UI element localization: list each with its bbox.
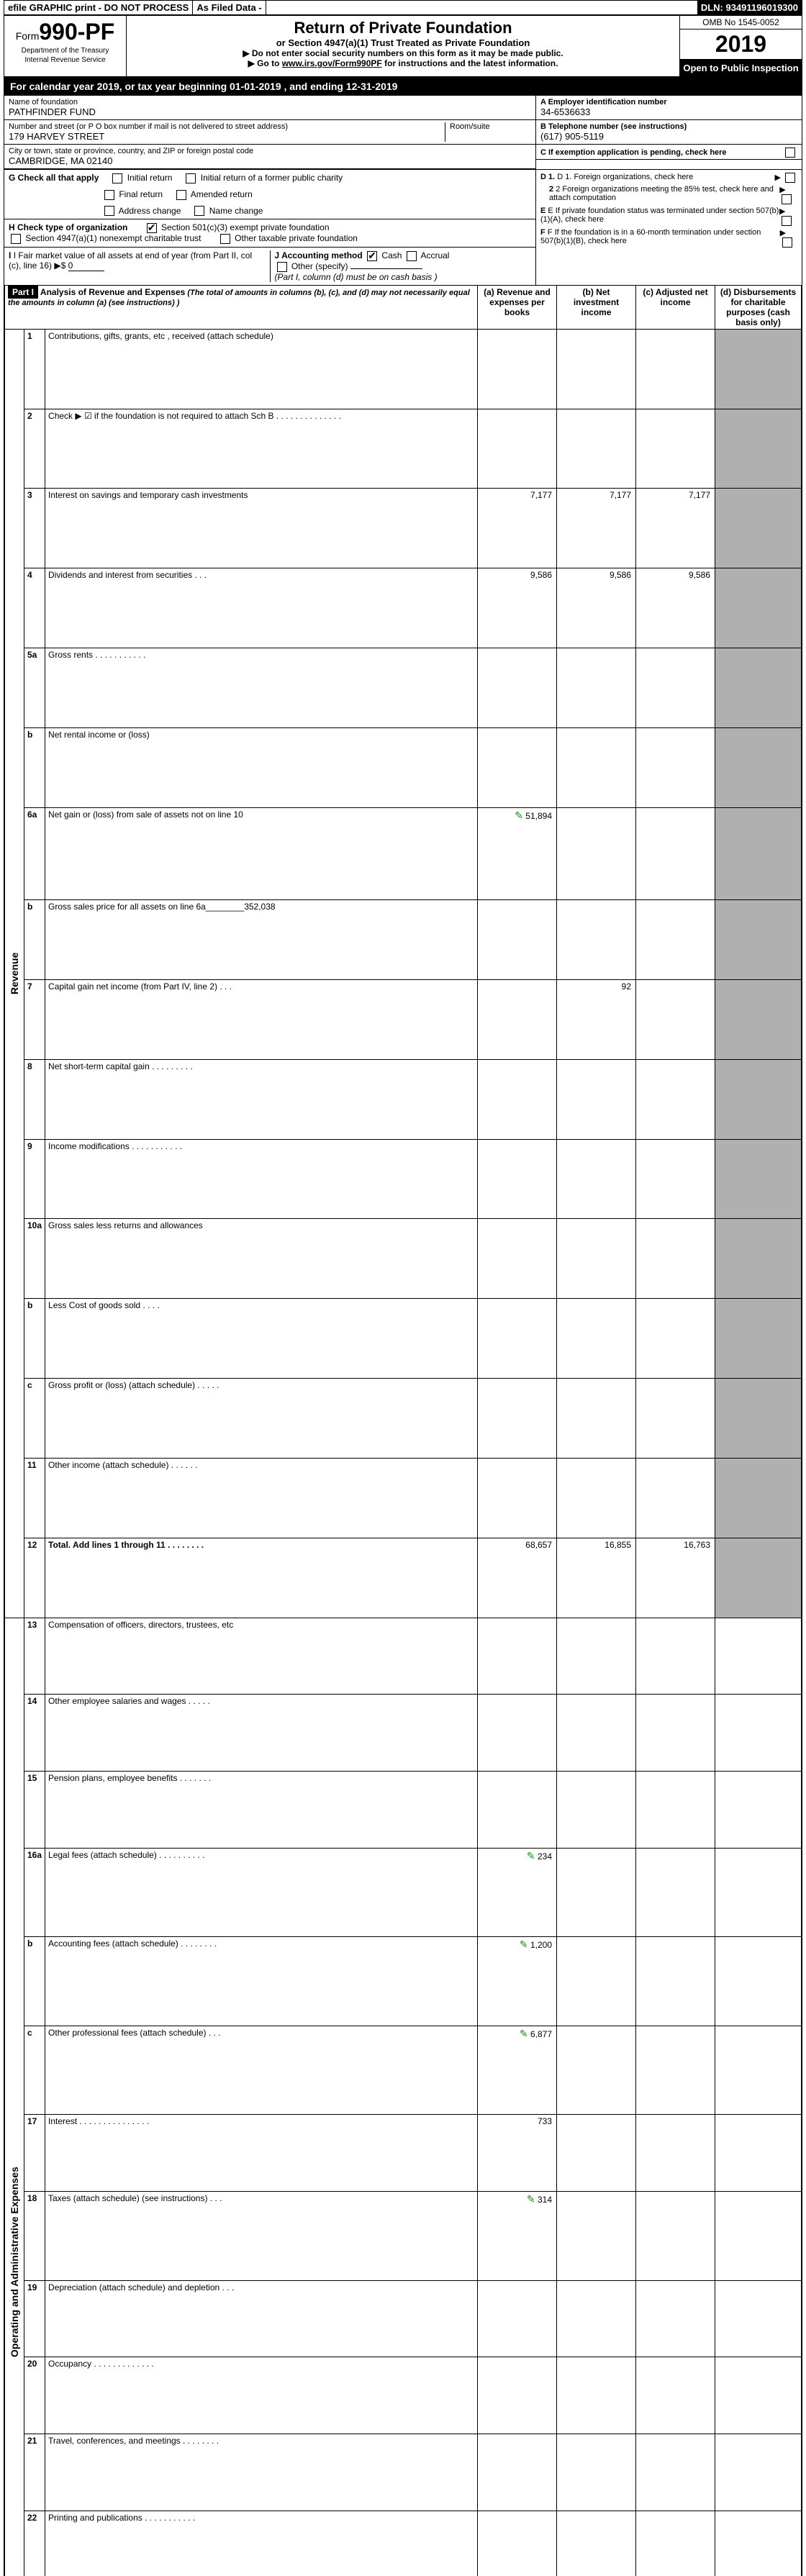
efile-notice: efile GRAPHIC print - DO NOT PROCESS xyxy=(4,1,193,14)
g-final-checkbox[interactable] xyxy=(104,190,114,200)
j-other-checkbox[interactable] xyxy=(277,262,287,272)
tax-year: 2019 xyxy=(680,30,802,60)
address-cell: Number and street (or P O box number if … xyxy=(4,120,535,145)
phone-cell: B Telephone number (see instructions) (6… xyxy=(536,120,802,145)
form-subtitle: or Section 4947(a)(1) Trust Treated as P… xyxy=(132,37,674,48)
g-initial-checkbox[interactable] xyxy=(112,173,122,183)
year-block: OMB No 1545-0052 2019 Open to Public Ins… xyxy=(679,16,802,76)
g-addr-change-checkbox[interactable] xyxy=(104,206,114,216)
ein-cell: A Employer identification number 34-6536… xyxy=(536,96,802,120)
d1-checkbox[interactable] xyxy=(785,173,795,183)
col-c-hdr: (c) Adjusted net income xyxy=(636,285,715,329)
part1-table: Part I Analysis of Revenue and Expenses … xyxy=(4,285,802,2576)
open-inspection: Open to Public Inspection xyxy=(680,60,802,76)
e-checkbox[interactable] xyxy=(782,216,792,226)
h-501c3-checkbox[interactable] xyxy=(147,223,157,233)
g-name-change-checkbox[interactable] xyxy=(194,206,204,216)
dept-treasury: Department of the Treasury xyxy=(7,47,123,55)
h-4947-checkbox[interactable] xyxy=(11,234,21,244)
h-row: H Check type of organization Section 501… xyxy=(4,219,535,248)
part1-label: Part I xyxy=(8,286,38,299)
irs-link[interactable]: www.irs.gov/Form990PF xyxy=(282,58,382,68)
header-row: Form990-PF Department of the Treasury In… xyxy=(4,16,802,78)
as-filed: As Filed Data - xyxy=(193,1,266,14)
g-amended-checkbox[interactable] xyxy=(176,190,186,200)
section-def: D 1. D 1. Foreign organizations, check h… xyxy=(535,170,802,285)
j-cash-checkbox[interactable] xyxy=(367,251,377,261)
title-block: Return of Private Foundation or Section … xyxy=(127,16,679,76)
form-title: Return of Private Foundation xyxy=(132,19,674,37)
entity-info: Name of foundation PATHFINDER FUND Numbe… xyxy=(4,96,802,170)
g-initial-former-checkbox[interactable] xyxy=(186,173,196,183)
note-link: ▶ Go to www.irs.gov/Form990PF for instru… xyxy=(132,58,674,68)
col-d-hdr: (d) Disbursements for charitable purpose… xyxy=(715,285,802,329)
d2-checkbox[interactable] xyxy=(782,194,792,204)
ij-row: I I Fair market value of all assets at e… xyxy=(4,248,535,285)
foundation-name-cell: Name of foundation PATHFINDER FUND xyxy=(4,96,535,120)
omb-number: OMB No 1545-0052 xyxy=(680,16,802,30)
section-ghij: G Check all that apply Initial return In… xyxy=(4,170,802,285)
form-page: efile GRAPHIC print - DO NOT PROCESS As … xyxy=(4,0,802,2576)
top-bar: efile GRAPHIC print - DO NOT PROCESS As … xyxy=(4,1,802,16)
calendar-year-line: For calendar year 2019, or tax year begi… xyxy=(4,78,802,96)
col-a-hdr: (a) Revenue and expenses per books xyxy=(478,285,557,329)
j-accrual-checkbox[interactable] xyxy=(407,251,417,261)
c-checkbox[interactable] xyxy=(785,148,795,158)
h-other-checkbox[interactable] xyxy=(220,234,230,244)
g-row: G Check all that apply Initial return In… xyxy=(4,170,535,219)
form-prefix: Form xyxy=(16,30,40,42)
dln: DLN: 93491196019300 xyxy=(697,1,802,14)
f-checkbox[interactable] xyxy=(782,237,792,248)
note-ssn: ▶ Do not enter social security numbers o… xyxy=(132,48,674,58)
form-ident: Form990-PF Department of the Treasury In… xyxy=(4,16,127,76)
city-cell: City or town, state or province, country… xyxy=(4,145,535,169)
form-number: 990-PF xyxy=(39,19,114,45)
dept-irs: Internal Revenue Service xyxy=(7,56,123,64)
exemption-pending-cell: C If exemption application is pending, c… xyxy=(536,145,802,160)
col-b-hdr: (b) Net investment income xyxy=(557,285,636,329)
